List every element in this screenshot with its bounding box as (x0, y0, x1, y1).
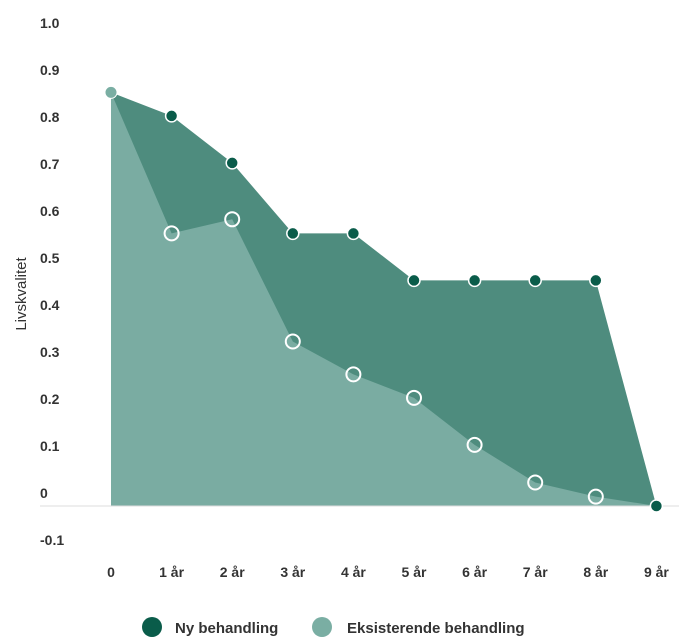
marker-eksisterende[interactable] (224, 211, 241, 228)
legend-label: Ny behandling (175, 620, 278, 637)
x-tick-label: 3 år (280, 564, 305, 580)
marker-eksisterende[interactable] (406, 389, 422, 406)
x-tick-label: 1 år (159, 564, 184, 580)
legend-swatch (142, 617, 162, 637)
y-tick-label: 1.0 (40, 15, 60, 31)
marker-ny[interactable] (407, 273, 421, 288)
x-tick-label: 7 år (523, 564, 548, 580)
y-tick-label: 0.2 (40, 391, 60, 407)
y-axis-label: Livskvalitet (13, 256, 30, 330)
y-axis-ticks: 1.0 0.9 0.8 0.7 0.6 0.5 0.4 0.3 0.2 0.1 0 -0.1 (40, 15, 64, 548)
marker-ny[interactable] (346, 226, 361, 241)
marker-ny[interactable] (589, 273, 603, 288)
series-areas (111, 92, 657, 507)
x-tick-label: 8 år (583, 564, 608, 580)
x-tick-label: 4 år (341, 564, 366, 580)
marker-eksisterende[interactable] (284, 333, 301, 350)
x-tick-label: 0 (107, 564, 115, 580)
y-tick-label: 0 (40, 485, 48, 501)
legend-item-eksisterende[interactable]: Eksisterende behandling (312, 617, 525, 637)
marker-ny[interactable] (286, 226, 300, 241)
x-tick-label: 6 år (462, 564, 487, 580)
legend[interactable]: Ny behandling Eksisterende behandling (142, 617, 525, 637)
legend-label: Eksisterende behandling (347, 620, 525, 637)
y-tick-label: 0.9 (40, 62, 60, 78)
marker-ny[interactable] (467, 273, 482, 288)
y-tick-label: 0.1 (40, 438, 60, 454)
y-tick-label: 0.5 (40, 250, 60, 266)
y-tick-label: 0.8 (40, 109, 60, 125)
series-markers (104, 85, 664, 513)
y-tick-label: 0.7 (40, 156, 60, 172)
marker-eksisterende[interactable] (345, 366, 362, 383)
marker-ny[interactable] (225, 156, 239, 170)
x-tick-label: 9 år (644, 564, 669, 580)
y-tick-label: 0.3 (40, 344, 60, 360)
marker-ny[interactable] (528, 273, 542, 288)
marker-eksisterende[interactable] (466, 436, 483, 453)
marker-eksisterende[interactable] (527, 474, 544, 491)
area-series-1 (111, 92, 657, 507)
y-tick-label: -0.1 (40, 532, 64, 548)
marker-eksisterende[interactable] (163, 225, 180, 242)
x-axis-ticks: 0 1 år 2 år 3 år 4 år 5 år 6 år 7 år 8 år 9 år (107, 564, 669, 580)
marker-eksisterende[interactable] (104, 85, 118, 99)
legend-swatch (312, 617, 332, 637)
x-tick-label: 2 år (220, 564, 245, 580)
legend-item-ny[interactable]: Ny behandling (142, 617, 278, 637)
y-tick-label: 0.6 (40, 203, 60, 219)
y-tick-label: 0.4 (40, 297, 60, 313)
marker-ny[interactable] (164, 109, 179, 123)
x-tick-label: 5 år (402, 564, 427, 580)
marker-ny[interactable] (649, 499, 664, 513)
marker-eksisterende[interactable] (587, 488, 604, 505)
